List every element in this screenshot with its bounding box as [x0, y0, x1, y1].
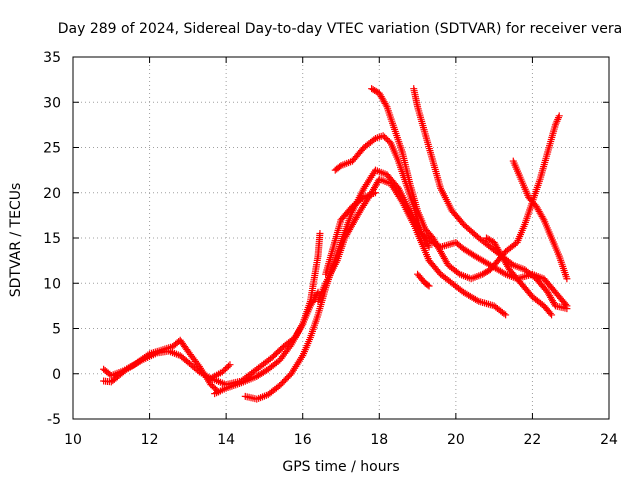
data-point-plus [355, 209, 363, 217]
data-point-plus [424, 241, 432, 249]
axis-ticks [72, 56, 610, 420]
x-tick-label: 14 [217, 432, 235, 448]
x-tick-label: 24 [600, 432, 618, 448]
data-point-plus [382, 101, 390, 109]
data-point-plus [548, 311, 556, 319]
data-point-plus [454, 269, 462, 277]
data-point-plus [539, 214, 547, 222]
x-tick-label: 20 [447, 432, 465, 448]
data-point-plus [424, 281, 432, 289]
y-tick-label: -5 [47, 412, 61, 428]
data-point-plus [425, 282, 433, 290]
x-axis-label: GPS time / hours [282, 459, 399, 475]
data-point-plus [224, 362, 232, 370]
series-track-k [509, 157, 571, 283]
y-tick-label: 30 [43, 95, 61, 111]
y-axis-label: SDTVAR / TECUs [8, 183, 24, 298]
data-point-plus [358, 195, 366, 203]
series-track-m [414, 270, 433, 290]
y-tick-labels: -5 0 5 10 15 20 25 30 35 [43, 50, 61, 428]
data-point-plus [500, 269, 508, 277]
y-tick-label: 25 [43, 141, 61, 157]
data-point-plus [425, 243, 433, 251]
series-track-h [322, 189, 379, 278]
data-point-plus [286, 342, 294, 350]
data-points [100, 85, 571, 403]
data-point-plus [316, 229, 324, 237]
x-tick-label: 12 [141, 432, 159, 448]
series-track-f [314, 175, 510, 319]
series-track-j [410, 85, 571, 313]
data-point-plus [500, 310, 508, 318]
y-tick-label: 10 [43, 276, 61, 292]
y-tick-label: 0 [52, 367, 61, 383]
data-point-plus [546, 309, 554, 317]
series-track-l [482, 234, 556, 319]
grid-lines [73, 57, 609, 419]
x-tick-label: 18 [370, 432, 388, 448]
data-point-plus [371, 189, 379, 197]
data-point-plus [370, 136, 378, 144]
series-track-d [207, 361, 234, 382]
y-tick-label: 35 [43, 50, 61, 66]
y-tick-label: 15 [43, 231, 61, 247]
data-point-plus [563, 305, 571, 313]
x-tick-label: 22 [524, 432, 542, 448]
data-point-plus [194, 367, 202, 375]
x-tick-labels: 10 12 14 16 18 20 22 24 [64, 432, 618, 448]
x-tick-label: 10 [64, 432, 82, 448]
data-point-plus [563, 275, 571, 283]
data-point-plus [502, 311, 510, 319]
chart-title: Day 289 of 2024, Sidereal Day-to-day VTE… [58, 21, 622, 37]
y-tick-label: 5 [52, 322, 61, 338]
data-point-plus [473, 296, 481, 304]
data-point-plus [136, 357, 144, 365]
data-point-plus [555, 112, 563, 120]
y-tick-label: 20 [43, 186, 61, 202]
series-track-c [211, 288, 322, 398]
data-point-plus [508, 260, 516, 268]
data-point-plus [226, 361, 234, 369]
x-tick-label: 16 [294, 432, 312, 448]
series-track-i [368, 85, 563, 283]
